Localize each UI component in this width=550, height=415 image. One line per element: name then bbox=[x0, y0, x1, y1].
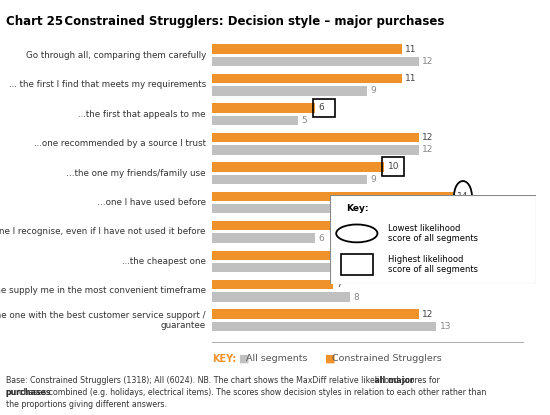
Bar bbox=[212, 175, 367, 184]
Bar bbox=[212, 86, 367, 95]
Bar bbox=[212, 322, 436, 331]
Text: 7: 7 bbox=[336, 221, 342, 230]
Text: 6: 6 bbox=[319, 234, 324, 243]
Text: …one I recognise, even if I have not used it before: …one I recognise, even if I have not use… bbox=[0, 227, 206, 237]
Bar bbox=[212, 192, 453, 201]
Bar bbox=[212, 162, 384, 171]
Text: Key:: Key: bbox=[346, 204, 369, 213]
Bar bbox=[212, 44, 402, 54]
Text: …one I have used before: …one I have used before bbox=[97, 198, 206, 207]
Text: Go through all, comparing them carefully: Go through all, comparing them carefully bbox=[25, 51, 206, 60]
Bar bbox=[212, 74, 402, 83]
Bar bbox=[212, 103, 315, 113]
Bar bbox=[212, 116, 298, 125]
Text: KEY:: KEY: bbox=[212, 354, 236, 364]
Text: 6: 6 bbox=[319, 103, 324, 112]
Text: 11: 11 bbox=[405, 74, 416, 83]
Text: 10: 10 bbox=[388, 162, 399, 171]
Text: 12: 12 bbox=[422, 310, 434, 319]
Bar bbox=[212, 280, 333, 289]
Bar bbox=[212, 310, 419, 319]
Text: the one supply me in the most convenient timeframe: the one supply me in the most convenient… bbox=[0, 286, 206, 295]
Text: 9: 9 bbox=[371, 86, 376, 95]
Bar bbox=[212, 133, 419, 142]
Text: Lowest likelihood
score of all segments: Lowest likelihood score of all segments bbox=[388, 224, 478, 243]
FancyBboxPatch shape bbox=[330, 195, 536, 284]
Text: ...the first that appeals to me: ...the first that appeals to me bbox=[78, 110, 206, 119]
Text: 9: 9 bbox=[371, 175, 376, 184]
Bar bbox=[212, 263, 367, 272]
Text: ■: ■ bbox=[324, 354, 335, 364]
Text: Constrained Strugglers: Decision style – major purchases: Constrained Strugglers: Decision style –… bbox=[52, 15, 444, 27]
Text: ...the cheapest one: ...the cheapest one bbox=[122, 257, 206, 266]
Text: 12: 12 bbox=[422, 145, 434, 154]
Text: Chart 25: Chart 25 bbox=[6, 15, 63, 27]
Text: 13: 13 bbox=[439, 322, 451, 331]
Text: 5: 5 bbox=[301, 116, 307, 125]
Bar bbox=[212, 233, 315, 243]
Text: 11: 11 bbox=[405, 44, 416, 54]
Text: all major: all major bbox=[6, 376, 414, 385]
Text: 10: 10 bbox=[388, 251, 399, 260]
Text: ... the first I find that meets my requirements: ... the first I find that meets my requi… bbox=[9, 80, 206, 89]
Text: 8: 8 bbox=[353, 293, 359, 302]
Text: 9: 9 bbox=[371, 263, 376, 272]
Text: Base: Constrained Strugglers (1318); All (6024). NB. The chart shows the MaxDiff: Base: Constrained Strugglers (1318); All… bbox=[6, 376, 442, 385]
Bar bbox=[212, 57, 419, 66]
Text: 14: 14 bbox=[457, 192, 468, 201]
Bar bbox=[212, 145, 419, 154]
Bar bbox=[212, 251, 384, 260]
Bar bbox=[212, 292, 350, 302]
Text: 16: 16 bbox=[492, 204, 503, 213]
Text: … the one with the best customer service support /
guarantee: … the one with the best customer service… bbox=[0, 310, 206, 330]
Text: …the one my friends/family use: …the one my friends/family use bbox=[67, 168, 206, 178]
Text: Highest likelihood
score of all segments: Highest likelihood score of all segments bbox=[388, 255, 478, 274]
Text: 12: 12 bbox=[422, 57, 434, 66]
Text: ...one recommended by a source I trust: ...one recommended by a source I trust bbox=[34, 139, 206, 148]
Text: the proportions giving different answers.: the proportions giving different answers… bbox=[6, 400, 167, 410]
Text: purchases combined (e.g. holidays, electrical items). The scores show decision s: purchases combined (e.g. holidays, elect… bbox=[6, 388, 486, 397]
Text: 12: 12 bbox=[422, 133, 434, 142]
Bar bbox=[212, 221, 333, 230]
Text: ■: ■ bbox=[239, 354, 250, 364]
Text: Constrained Strugglers: Constrained Strugglers bbox=[332, 354, 442, 364]
Text: All segments: All segments bbox=[246, 354, 308, 364]
Text: purchases: purchases bbox=[6, 388, 51, 397]
Bar bbox=[212, 204, 488, 213]
Text: 7: 7 bbox=[336, 280, 342, 289]
